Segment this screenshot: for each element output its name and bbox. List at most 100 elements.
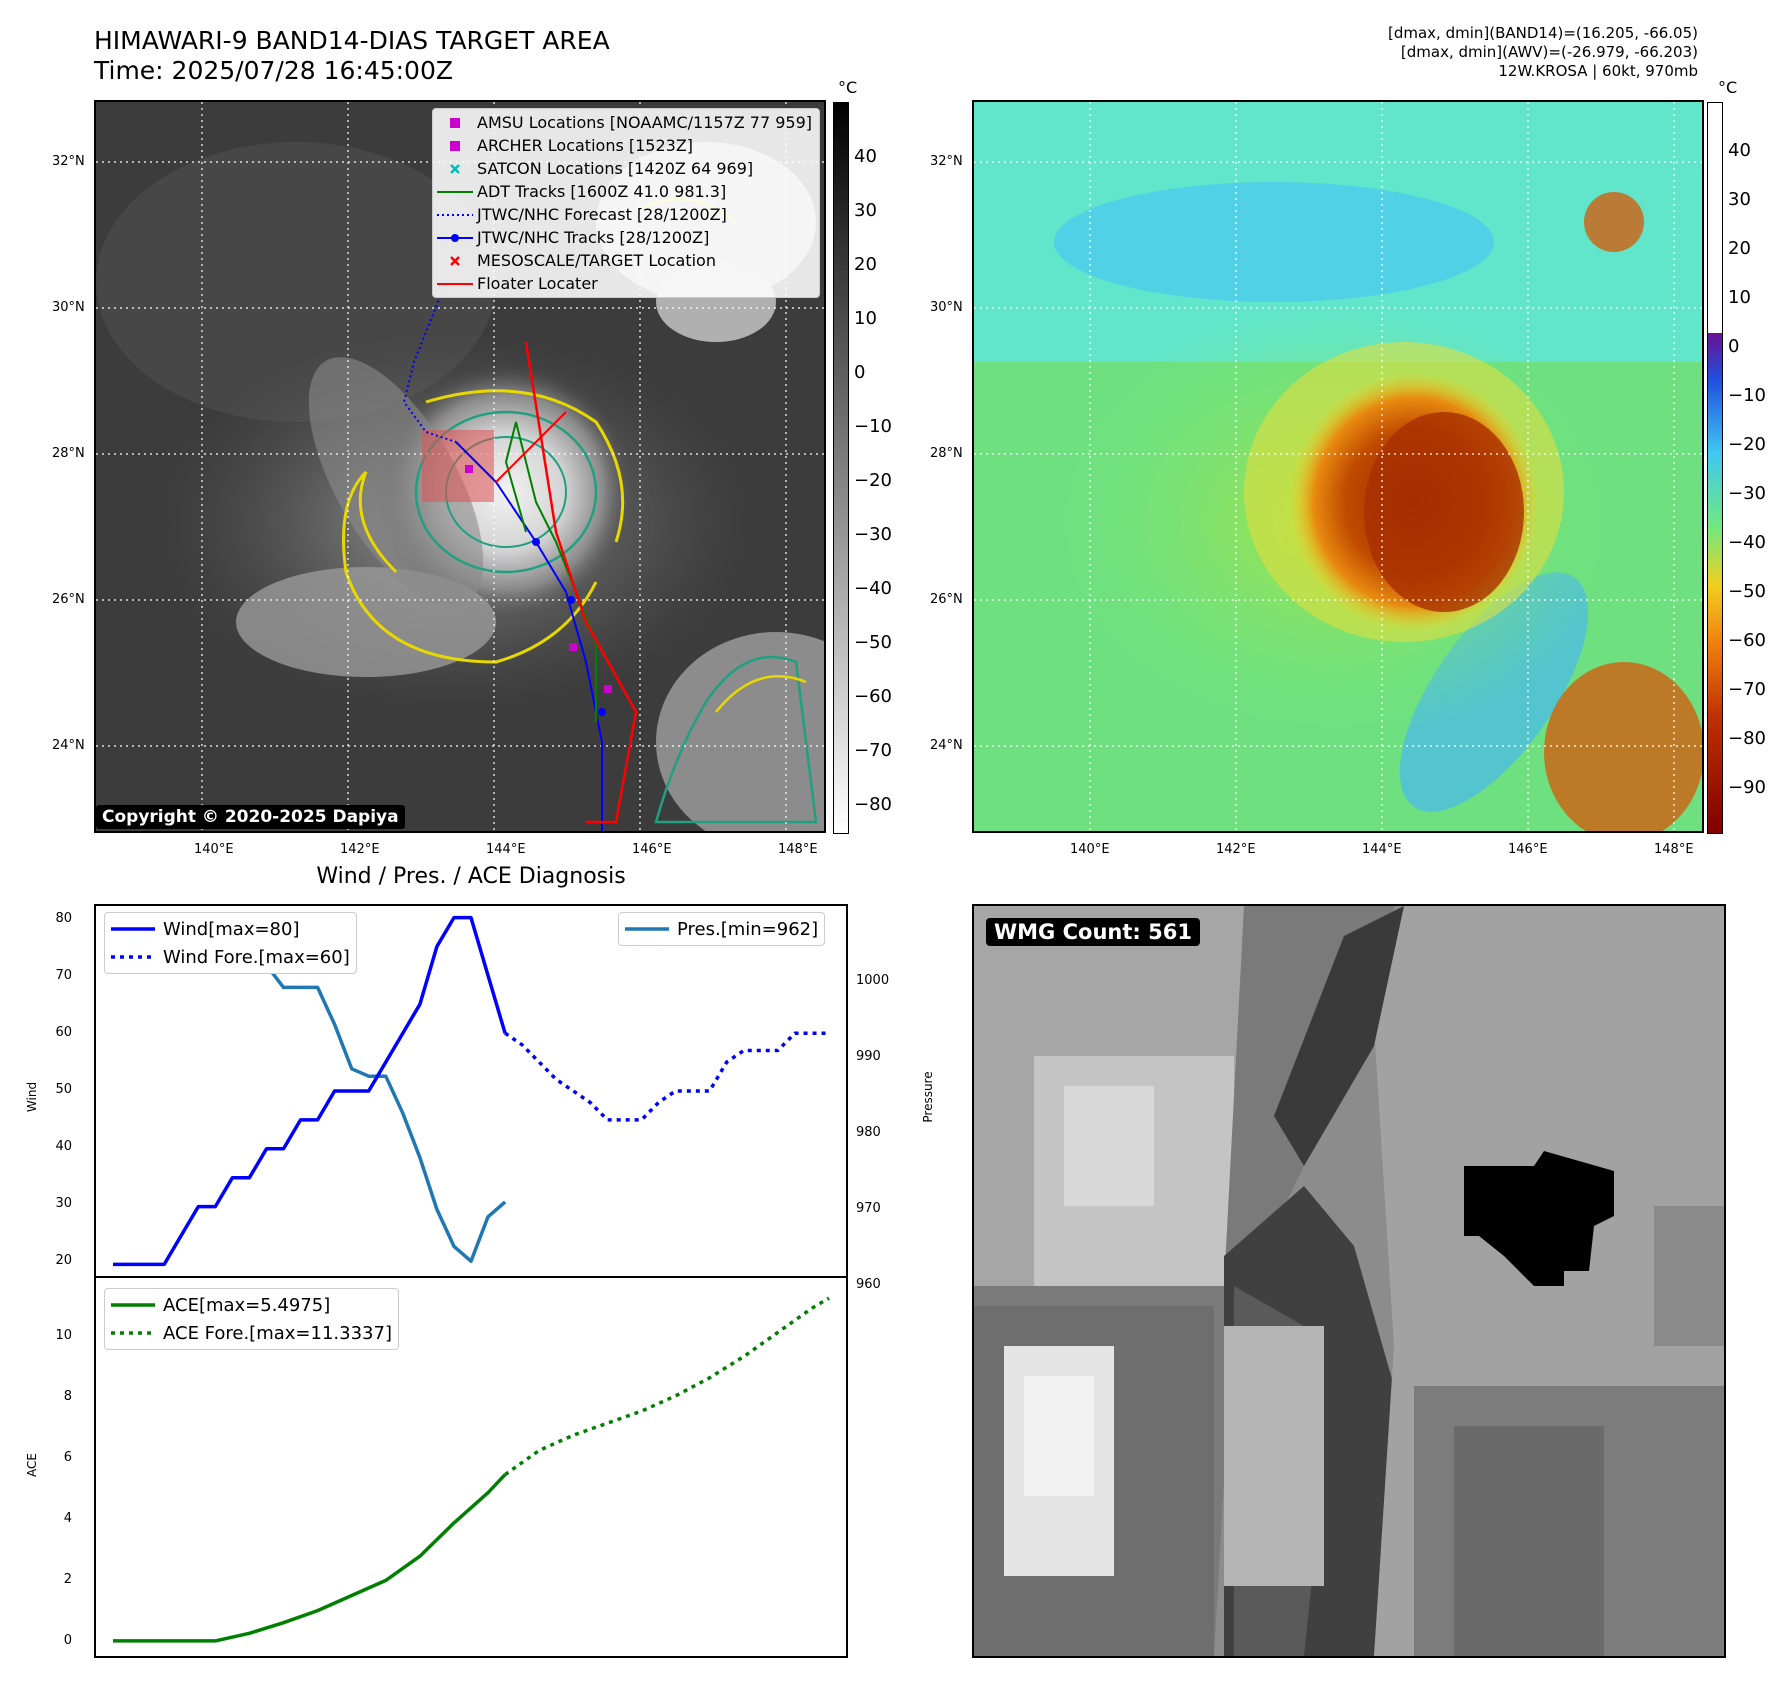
- ir-satellite-image: [96, 102, 824, 831]
- wmg-image: [974, 906, 1724, 1656]
- wv-satellite-panel: [972, 100, 1704, 833]
- cbar-tick: −60: [1728, 630, 1766, 651]
- ir-lon-tick: 140°E: [194, 842, 234, 857]
- legend-item-floater: Floater Locater: [433, 272, 819, 295]
- wv-lon-tick: 142°E: [1216, 842, 1256, 857]
- wv-cbar-unit: °C: [1718, 78, 1738, 97]
- cbar-tick: −80: [1728, 728, 1766, 749]
- ir-lat-tick: 28°N: [52, 446, 85, 461]
- legend-label: AMSU Locations [NOAAMC/1157Z 77 959]: [477, 113, 813, 132]
- legend-label: MESOSCALE/TARGET Location: [477, 251, 716, 270]
- cbar-tick: 40: [1728, 140, 1751, 161]
- cbar-tick: 10: [1728, 287, 1751, 308]
- legend-label: JTWC/NHC Forecast [28/1200Z]: [477, 205, 727, 224]
- legend-item-wind: Wind[max=80]: [111, 915, 350, 943]
- legend-label: Wind[max=80]: [163, 918, 300, 940]
- wv-lon-tick: 140°E: [1070, 842, 1110, 857]
- pressure-tick: 980: [856, 1125, 881, 1140]
- pressure-tick: 960: [856, 1277, 881, 1292]
- wv-lon-tick: 144°E: [1362, 842, 1402, 857]
- ace-y-ticks: 10 8 6 4 2 0: [40, 1280, 72, 1660]
- wind-tick: 40: [55, 1139, 72, 1154]
- cbar-tick: −40: [854, 578, 892, 599]
- cbar-tick: −10: [1728, 385, 1766, 406]
- ir-cbar-unit: °C: [838, 78, 858, 97]
- ir-lat-tick: 30°N: [52, 300, 85, 315]
- legend-label: Floater Locater: [477, 274, 598, 293]
- pressure-y-ticks: 1000 990 980 970 960: [856, 905, 906, 1292]
- wind-forecast-series-line: [504, 1031, 829, 1122]
- cbar-tick: −30: [854, 524, 892, 545]
- cbar-tick: 20: [1728, 238, 1751, 259]
- legend-label: Pres.[min=962]: [677, 918, 819, 940]
- pressure-tick: 1000: [856, 973, 890, 988]
- figure-title: HIMAWARI-9 BAND14-DIAS TARGET AREA: [94, 26, 610, 55]
- ir-lat-tick: 32°N: [52, 154, 85, 169]
- legend-label: SATCON Locations [1420Z 64 969]: [477, 159, 754, 178]
- cbar-tick: 30: [1728, 189, 1751, 210]
- wv-lat-tick: 32°N: [930, 154, 963, 169]
- dot-line-icon: [437, 233, 473, 242]
- wmg-count-badge: WMG Count: 561: [986, 918, 1200, 946]
- cbar-tick: −90: [1728, 777, 1766, 798]
- ir-lon-tick: 142°E: [340, 842, 380, 857]
- wmg-panel: WMG Count: 561: [972, 904, 1726, 1658]
- cbar-tick: −20: [1728, 434, 1766, 455]
- wind-tick: 20: [55, 1253, 72, 1268]
- wind-legend: Wind[max=80] Wind Fore.[max=60]: [104, 912, 357, 974]
- legend-item-jtwc-forecast: JTWC/NHC Forecast [28/1200Z]: [433, 203, 819, 226]
- cbar-tick: −80: [854, 794, 892, 815]
- wind-tick: 70: [55, 968, 72, 983]
- cbar-tick: 10: [854, 308, 877, 329]
- ace-tick: 6: [63, 1450, 72, 1465]
- wind-tick: 80: [55, 911, 72, 926]
- ir-lon-tick: 146°E: [632, 842, 672, 857]
- ace-tick: 2: [63, 1572, 72, 1587]
- wind-ylabel: Wind: [25, 1081, 39, 1113]
- legend-item-ace-fore: ACE Fore.[max=11.3337]: [111, 1319, 392, 1347]
- legend-label: ARCHER Locations [1523Z]: [477, 136, 694, 155]
- diagnosis-plot: [94, 904, 848, 1658]
- wv-lat-tick: 24°N: [930, 738, 963, 753]
- wv-lon-tick: 146°E: [1508, 842, 1548, 857]
- cbar-tick: −10: [854, 416, 892, 437]
- legend-item-wind-fore: Wind Fore.[max=60]: [111, 943, 350, 971]
- ir-lat-tick: 26°N: [52, 592, 85, 607]
- legend-label: ACE[max=5.4975]: [163, 1294, 331, 1316]
- ace-tick: 8: [63, 1389, 72, 1404]
- line-icon: [111, 1303, 155, 1307]
- ir-lat-tick: 24°N: [52, 738, 85, 753]
- wv-colorbar-ticks: 40 30 20 10 0 −10 −20 −30 −40 −50 −60 −7…: [1728, 102, 1778, 832]
- ir-lon-tick: 148°E: [778, 842, 818, 857]
- wind-tick: 50: [55, 1082, 72, 1097]
- legend-item-archer: ARCHER Locations [1523Z]: [433, 134, 819, 157]
- ir-colorbar: [833, 102, 849, 834]
- square-icon: [450, 117, 460, 128]
- ir-colorbar-ticks: 40 30 20 10 0 −10 −20 −30 −40 −50 −60 −7…: [854, 102, 904, 832]
- line-icon: [437, 282, 473, 285]
- ace-tick: 10: [55, 1328, 72, 1343]
- cbar-tick: 40: [854, 146, 877, 167]
- copyright-label: Copyright © 2020-2025 Dapiya: [96, 805, 405, 829]
- legend-label: Wind Fore.[max=60]: [163, 946, 350, 968]
- pressure-legend: Pres.[min=962]: [618, 912, 826, 946]
- wind-tick: 60: [55, 1025, 72, 1040]
- wv-lat-tick: 26°N: [930, 592, 963, 607]
- header-awv-range: [dmax, dmin](AWV)=(-26.979, -66.203): [1400, 43, 1698, 61]
- cbar-tick: 30: [854, 200, 877, 221]
- legend-item-adt: ADT Tracks [1600Z 41.0 981.3]: [433, 180, 819, 203]
- cbar-tick: 20: [854, 254, 877, 275]
- ace-tick: 0: [63, 1633, 72, 1648]
- line-icon: [437, 190, 473, 193]
- figure-time: Time: 2025/07/28 16:45:00Z: [94, 56, 453, 85]
- ace-axes-frame: [94, 1276, 848, 1658]
- cbar-tick: 0: [1728, 336, 1740, 357]
- x-icon: [450, 163, 460, 174]
- line-icon: [111, 927, 155, 931]
- line-icon: [625, 927, 669, 931]
- cbar-tick: −60: [854, 686, 892, 707]
- dotted-line-icon: [437, 213, 473, 216]
- legend-item-target: MESOSCALE/TARGET Location: [433, 249, 819, 272]
- pressure-ylabel: Pressure: [921, 1071, 935, 1123]
- x-icon: [450, 255, 460, 266]
